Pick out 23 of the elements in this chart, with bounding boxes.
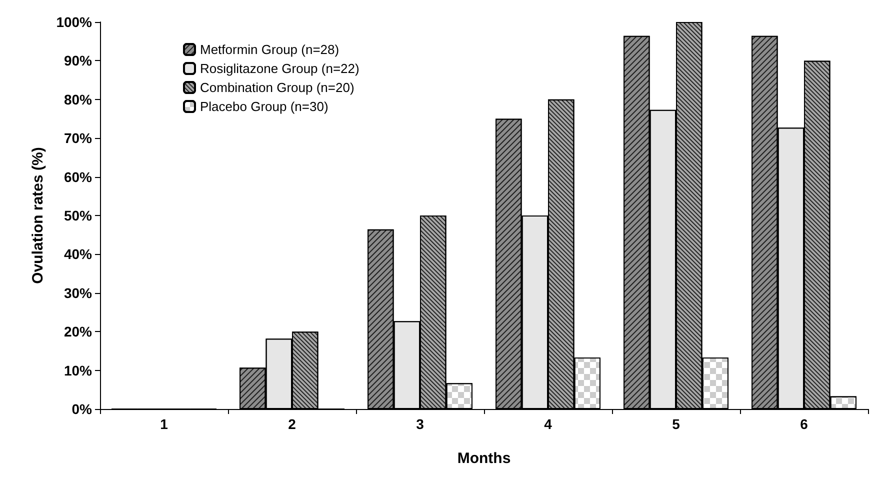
x-tick-label: 5	[672, 416, 680, 432]
y-tick-label: 40%	[64, 246, 93, 262]
y-tick-label: 20%	[64, 324, 93, 340]
x-tick-label: 4	[544, 416, 552, 432]
y-tick-label: 70%	[64, 130, 93, 146]
y-axis-title: Ovulation rates (%)	[29, 147, 46, 284]
legend-label: Rosiglitazone Group (n=22)	[200, 61, 360, 76]
y-tick-label: 0%	[72, 401, 93, 417]
legend-label: Placebo Group (n=30)	[200, 99, 328, 114]
x-axis-title: Months	[457, 450, 511, 467]
x-tick-label: 1	[160, 416, 168, 432]
y-tick-label: 100%	[56, 14, 93, 30]
x-tick-label: 3	[416, 416, 424, 432]
y-tick-label: 80%	[64, 91, 93, 108]
x-tick-label: 2	[288, 416, 296, 432]
y-tick-label: 60%	[64, 168, 93, 185]
x-tick-label: 6	[800, 416, 808, 432]
legend-label: Metformin Group (n=28)	[200, 42, 340, 57]
y-tick-label: 30%	[64, 284, 93, 301]
y-tick-label: 50%	[64, 208, 93, 224]
y-tick-label: 90%	[64, 52, 93, 69]
legend-label: Combination Group (n=20)	[200, 80, 354, 95]
y-tick-label: 10%	[64, 362, 93, 378]
